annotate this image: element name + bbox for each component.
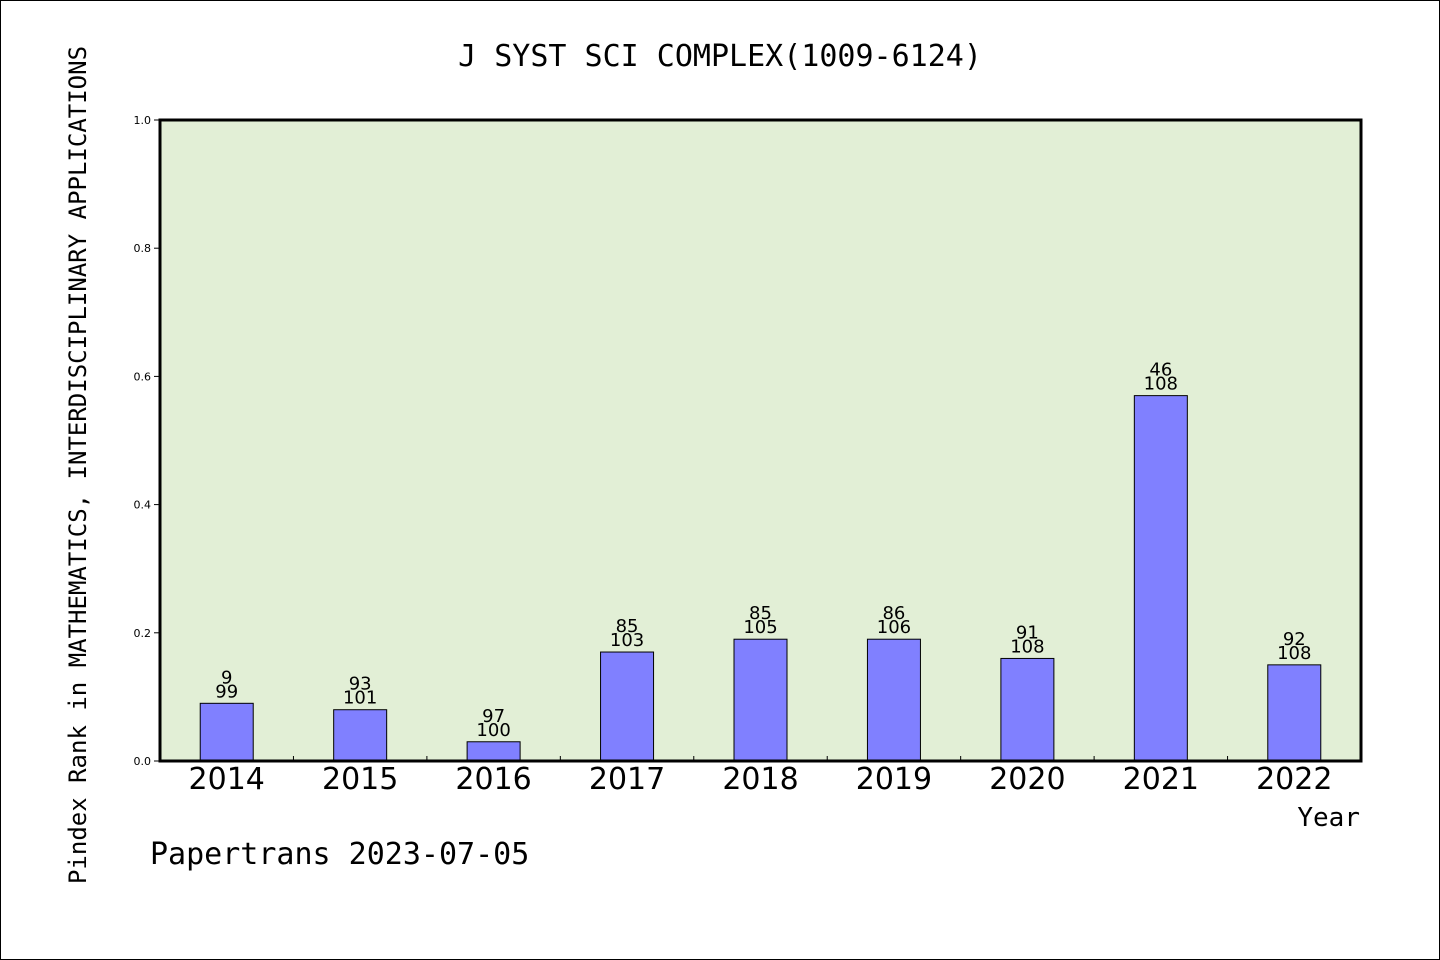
bar-total-label: 106 bbox=[877, 617, 911, 638]
bar-rank-label: 86 bbox=[882, 603, 905, 624]
bar-2021 bbox=[1133, 395, 1188, 762]
y-tick-label: 0.0 bbox=[134, 755, 152, 768]
y-tick-label: 0.4 bbox=[134, 499, 152, 512]
x-tick-label: 2021 bbox=[1123, 762, 1199, 797]
bar-total-label: 101 bbox=[343, 688, 377, 709]
x-tick-label: 2015 bbox=[322, 762, 398, 797]
bar-total-label: 108 bbox=[1277, 643, 1311, 664]
y-tick-label: 0.6 bbox=[134, 370, 152, 383]
x-axis-label: Year bbox=[1297, 803, 1360, 833]
bar-total-label: 108 bbox=[1144, 374, 1178, 395]
bar-rank-label: 97 bbox=[482, 706, 505, 727]
x-tick-label: 2018 bbox=[722, 762, 798, 797]
x-tick-label: 2017 bbox=[589, 762, 665, 797]
bar-rank-label: 85 bbox=[616, 616, 639, 637]
x-tick-label: 2016 bbox=[455, 762, 531, 797]
x-tick-label: 2022 bbox=[1256, 762, 1332, 797]
bar-rank-label: 93 bbox=[349, 674, 372, 695]
x-tick-label: 2019 bbox=[856, 762, 932, 797]
bar-2017 bbox=[600, 651, 655, 762]
bar-rank-label: 92 bbox=[1283, 629, 1306, 650]
bar-2014 bbox=[199, 702, 254, 762]
bar-2018 bbox=[733, 638, 788, 762]
bar-total-label: 99 bbox=[215, 681, 238, 702]
bar-rank-label: 91 bbox=[1016, 622, 1039, 643]
bar-total-label: 108 bbox=[1010, 636, 1044, 657]
chart-title: J SYST SCI COMPLEX(1009-6124) bbox=[458, 39, 982, 74]
x-tick-label: 2014 bbox=[189, 762, 265, 797]
bar-rank-label: 46 bbox=[1149, 360, 1172, 381]
bar-2020 bbox=[1000, 657, 1055, 762]
bar-2016 bbox=[466, 741, 521, 762]
y-tick-label: 0.2 bbox=[134, 627, 152, 640]
bar-total-label: 103 bbox=[610, 630, 644, 651]
y-axis-label: Pindex Rank in MATHEMATICS, INTERDISCIPL… bbox=[64, 46, 92, 884]
y-tick-label: 0.8 bbox=[134, 242, 152, 255]
y-axis-ticks: 0.0 0.2 0.4 0.6 0.8 1.0 bbox=[134, 114, 160, 768]
bars-group bbox=[199, 395, 1322, 762]
bar-total-label: 105 bbox=[743, 617, 777, 638]
bar-total-label: 100 bbox=[476, 720, 510, 741]
bar-rank-label: 9 bbox=[221, 667, 232, 688]
x-tick-label: 2020 bbox=[989, 762, 1065, 797]
footer-credit: Papertrans 2023-07-05 bbox=[150, 837, 529, 872]
bar-2022 bbox=[1267, 664, 1322, 762]
x-axis-ticks: 2014 2015 2016 2017 2018 2019 2020 2021 2022 bbox=[189, 756, 1332, 797]
plot-border bbox=[158, 118, 1363, 763]
bar-rank-label: 85 bbox=[749, 603, 772, 624]
y-tick-label: 1.0 bbox=[134, 114, 152, 127]
bar-2019 bbox=[866, 638, 921, 762]
bar-2015 bbox=[333, 709, 388, 762]
